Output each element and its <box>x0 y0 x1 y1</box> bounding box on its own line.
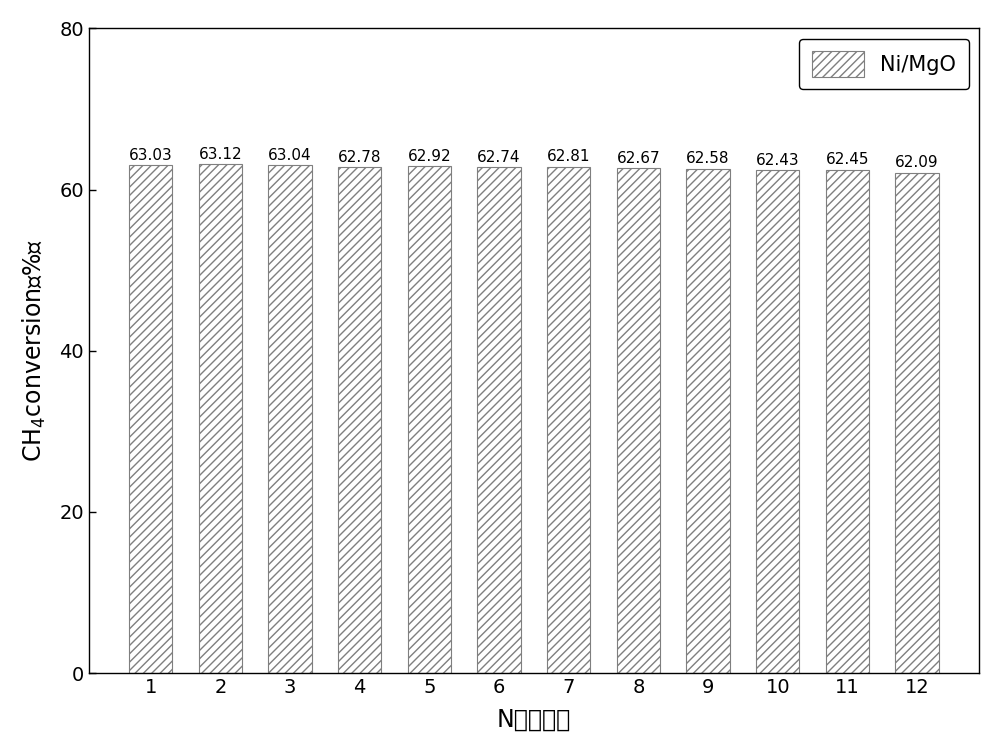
Text: 62.09: 62.09 <box>895 155 939 170</box>
Text: 63.12: 63.12 <box>199 147 242 162</box>
Y-axis label: CH$_4$conversion（%）: CH$_4$conversion（%） <box>21 239 48 462</box>
Text: 63.03: 63.03 <box>129 148 173 163</box>
Bar <box>268 165 312 673</box>
Text: 62.78: 62.78 <box>338 150 381 165</box>
X-axis label: N（次数）: N（次数） <box>497 708 571 732</box>
Text: 62.67: 62.67 <box>617 151 660 166</box>
Text: 62.74: 62.74 <box>477 150 521 165</box>
Text: 62.81: 62.81 <box>547 150 590 164</box>
Text: 62.92: 62.92 <box>408 148 451 163</box>
Bar <box>547 167 590 673</box>
Text: 62.58: 62.58 <box>686 151 730 166</box>
Bar <box>338 167 381 673</box>
Text: 62.45: 62.45 <box>826 152 869 167</box>
Bar <box>686 169 730 673</box>
Legend: Ni/MgO: Ni/MgO <box>799 38 969 89</box>
Bar <box>477 167 521 673</box>
Bar <box>756 170 799 673</box>
Bar <box>199 164 242 673</box>
Bar <box>408 166 451 673</box>
Text: 63.04: 63.04 <box>268 148 312 163</box>
Bar <box>895 172 939 673</box>
Bar <box>617 168 660 673</box>
Bar <box>129 165 172 673</box>
Bar <box>826 169 869 673</box>
Text: 62.43: 62.43 <box>756 153 800 168</box>
